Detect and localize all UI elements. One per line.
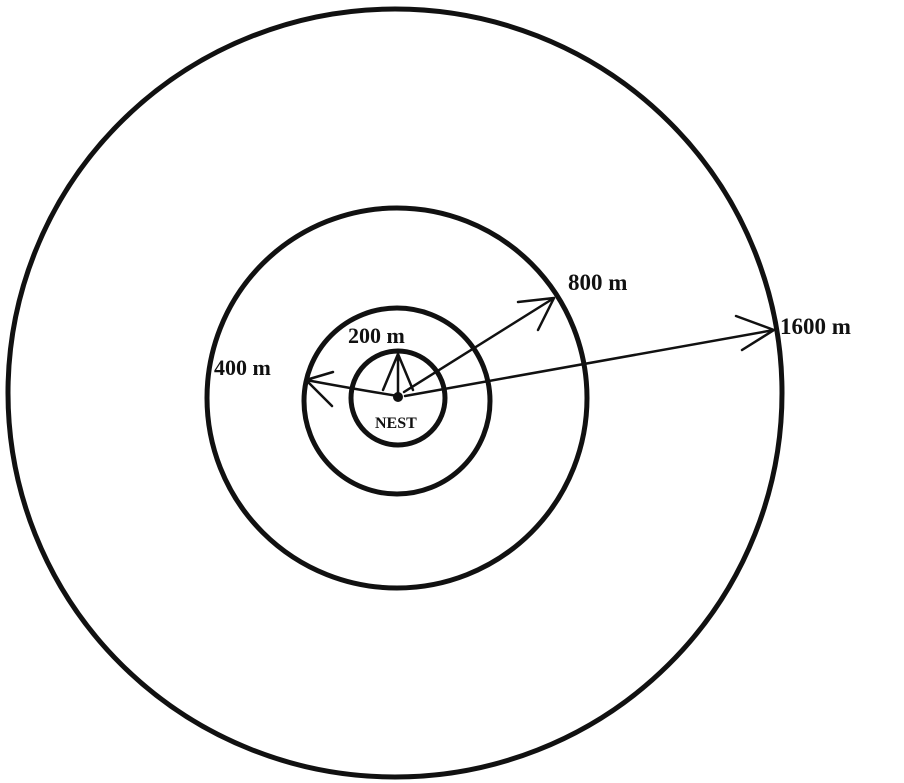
label-1600: 1600 m	[780, 314, 851, 339]
arrow-400	[304, 370, 400, 408]
arrow-200	[381, 352, 415, 398]
ring-200	[348, 348, 448, 448]
ring-1600	[5, 6, 785, 780]
ring-400	[301, 305, 493, 497]
arrow-800	[402, 296, 556, 394]
arrow-1600	[403, 314, 776, 398]
ring-800	[204, 205, 590, 591]
label-800: 800 m	[568, 270, 627, 295]
label-400: 400 m	[214, 355, 271, 380]
label-200: 200 m	[348, 323, 405, 348]
label-nest: NEST	[375, 415, 417, 432]
